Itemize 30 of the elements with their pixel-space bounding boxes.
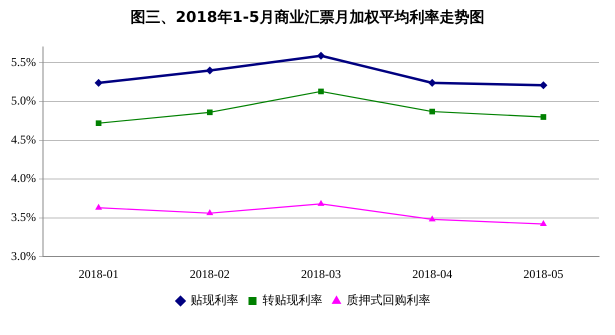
x-tick-label: 2018-03 [301, 266, 341, 281]
point [95, 204, 102, 210]
y-tick-label: 4.5% [10, 132, 36, 146]
y-tick-label: 5.5% [10, 54, 36, 69]
legend-label: 转贴现利率 [262, 293, 322, 308]
y-tick-label: 3.5% [10, 210, 36, 224]
point [94, 78, 103, 87]
point [206, 110, 213, 116]
x-tick-label: 2018-05 [523, 266, 564, 281]
point [540, 220, 547, 226]
point [428, 215, 436, 222]
point [206, 209, 214, 216]
x-tick-label: 2018-04 [412, 266, 452, 281]
point [539, 81, 548, 90]
chart-title: 图三、2018年1-5月商业汇票月加权平均利率走势图 [130, 8, 486, 27]
y-tick-label: 3.0% [10, 248, 36, 263]
point [540, 114, 546, 120]
x-tick-label: 2018-02 [190, 266, 230, 281]
point [317, 52, 325, 60]
x-tick-label: 2018-01 [78, 266, 119, 281]
point [429, 108, 436, 114]
point [206, 66, 214, 74]
y-tick-label: 5.0% [10, 94, 36, 108]
legend-label: 贴现利率 [190, 293, 238, 308]
legend-label: 质押式回购利率 [346, 293, 430, 308]
point [318, 88, 324, 94]
y-tick-label: 4.0% [10, 171, 36, 186]
point [318, 200, 324, 206]
point [428, 78, 436, 87]
point [96, 120, 102, 126]
